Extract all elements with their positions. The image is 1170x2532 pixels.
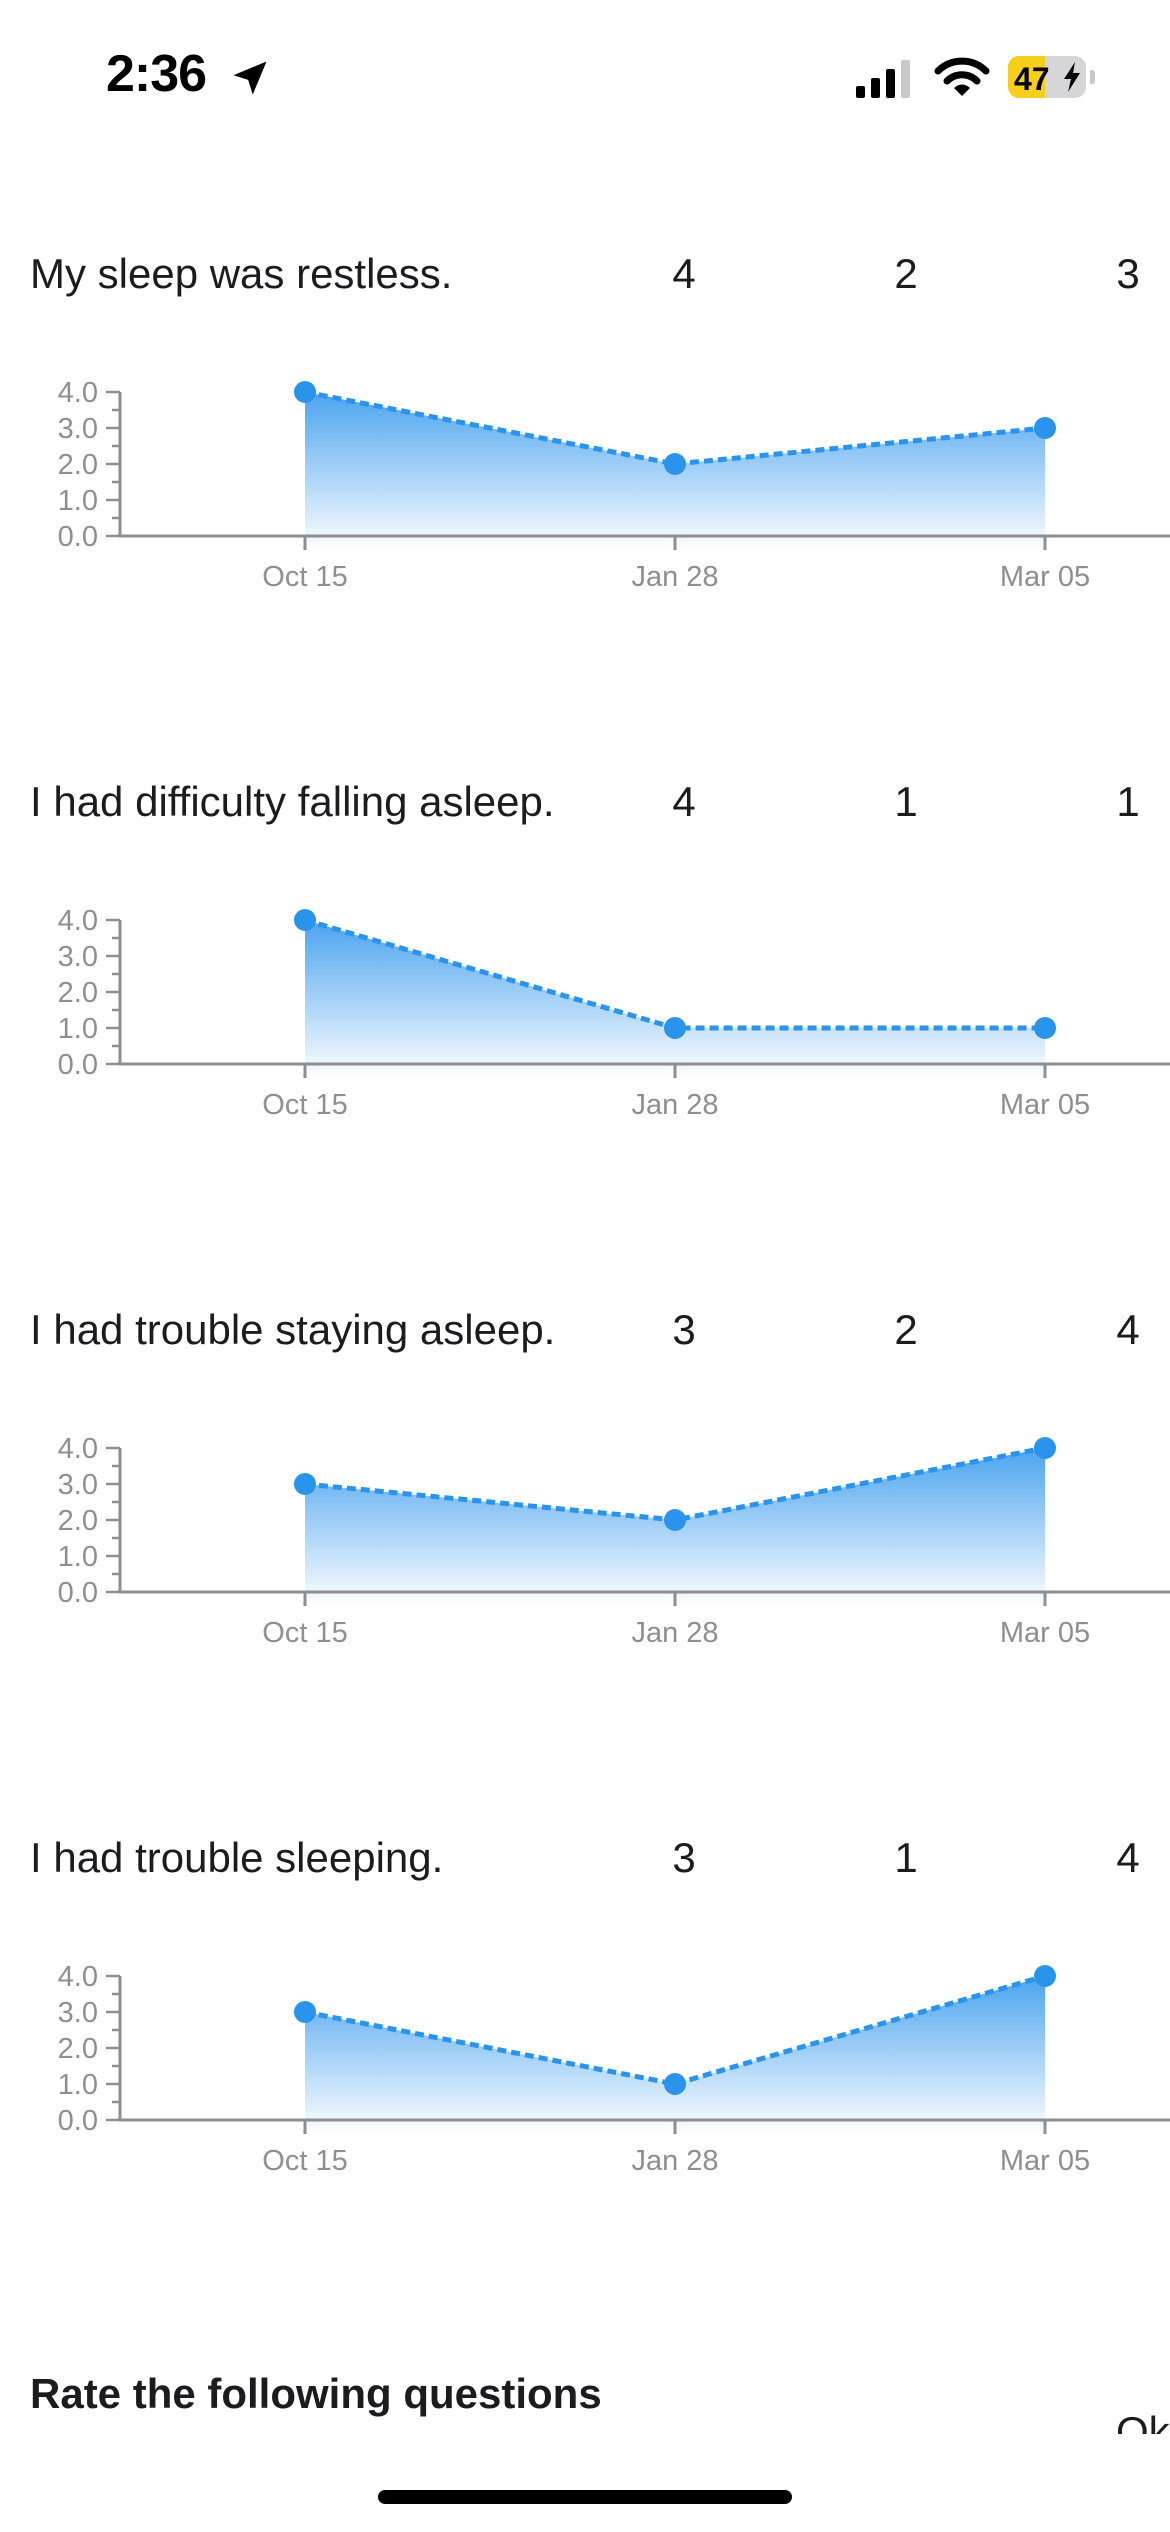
y-tick-label: 2.0	[58, 977, 98, 1009]
question-score: 2	[894, 1306, 918, 1353]
score-trend-chart: 0.0 1.0 2.0 3.0 4.0 Oct 15 Jan 28 Mar 05	[58, 1433, 1170, 1649]
question-score: 3	[672, 1306, 696, 1353]
series-line	[304, 1973, 1046, 2087]
x-tick-label: Jan 28	[631, 561, 718, 593]
question-text: I had difficulty falling asleep.	[30, 778, 555, 825]
y-tick-label: 4.0	[58, 905, 98, 937]
question-score: 4	[1116, 1834, 1140, 1881]
data-point[interactable]	[664, 1017, 686, 1039]
question-score: 2	[894, 250, 918, 297]
y-tick-label: 1.0	[58, 485, 98, 517]
y-tick-label: 3.0	[58, 413, 98, 445]
x-tick-label: Mar 05	[1000, 2145, 1090, 2177]
chart-area-fill	[305, 920, 1045, 1078]
question-score: 4	[1116, 1306, 1140, 1353]
y-tick-label: 1.0	[58, 1013, 98, 1045]
y-tick-label: 0.0	[58, 2105, 98, 2137]
y-tick-label: 2.0	[58, 449, 98, 481]
section-title: Rate the following questions	[30, 2370, 602, 2417]
data-point[interactable]	[1034, 1437, 1056, 1459]
data-point[interactable]	[294, 381, 316, 403]
data-point[interactable]	[664, 453, 686, 475]
wifi-icon	[934, 57, 990, 96]
y-tick-label: 2.0	[58, 1505, 98, 1537]
y-tick-label: 3.0	[58, 1469, 98, 1501]
question-row: My sleep was restless. 4 2 3 0.0 1.0 2.0 3.0 4.0…	[0, 250, 1170, 730]
chart-area-fill	[305, 1976, 1045, 2134]
question-text: I had trouble staying asleep.	[30, 1306, 556, 1353]
x-tick-label: Jan 28	[631, 1617, 718, 1649]
question-score: 4	[672, 778, 696, 825]
question-row: I had trouble staying asleep. 3 2 4 0.0 1.0 2.…	[0, 1306, 1170, 1786]
y-tick-label: 4.0	[58, 1961, 98, 1993]
y-tick-label: 3.0	[58, 941, 98, 973]
status-bar: 2:36 47	[0, 0, 1170, 150]
question-row: I had trouble sleeping. 3 1 4 0.0 1.0 2.0 3.0 4.…	[0, 1834, 1170, 2314]
home-indicator[interactable]	[378, 2490, 792, 2504]
y-tick-label: 1.0	[58, 2069, 98, 2101]
y-tick-label: 0.0	[58, 1577, 98, 1609]
y-tick-label: 4.0	[58, 1433, 98, 1465]
score-trend-chart: 0.0 1.0 2.0 3.0 4.0 Oct 15 Jan 28 Mar 05	[58, 377, 1170, 593]
question-score: 1	[894, 1834, 918, 1881]
location-arrow-icon	[233, 61, 267, 95]
y-tick-label: 0.0	[58, 1049, 98, 1081]
question-text: My sleep was restless.	[30, 250, 453, 297]
x-tick-label: Oct 15	[262, 561, 347, 593]
data-point[interactable]	[664, 2073, 686, 2095]
data-point[interactable]	[1034, 417, 1056, 439]
question-score: 3	[672, 1834, 696, 1881]
y-tick-label: 4.0	[58, 377, 98, 409]
y-tick-label: 3.0	[58, 1997, 98, 2029]
battery-percent: 47	[1014, 61, 1050, 97]
question-score: 1	[1116, 778, 1140, 825]
charging-bolt-icon	[1064, 62, 1080, 92]
x-tick-label: Jan 28	[631, 2145, 718, 2177]
status-time: 2:36	[106, 45, 207, 103]
data-point[interactable]	[664, 1509, 686, 1531]
section-aside-text: Ok	[1116, 2408, 1170, 2434]
score-trend-chart: 0.0 1.0 2.0 3.0 4.0 Oct 15 Jan 28 Mar 05	[58, 1961, 1170, 2177]
y-tick-label: 0.0	[58, 521, 98, 553]
data-point[interactable]	[1034, 1965, 1056, 1987]
x-tick-label: Mar 05	[1000, 1089, 1090, 1121]
data-point[interactable]	[294, 909, 316, 931]
question-text: I had trouble sleeping.	[30, 1834, 444, 1881]
x-tick-label: Mar 05	[1000, 561, 1090, 593]
series-line	[304, 389, 1046, 467]
question-score: 1	[894, 778, 918, 825]
question-row: I had difficulty falling asleep. 4 1 1 0.0 1.…	[0, 778, 1170, 1258]
x-tick-label: Mar 05	[1000, 1617, 1090, 1649]
x-tick-label: Oct 15	[262, 1089, 347, 1121]
data-point[interactable]	[294, 1473, 316, 1495]
cellular-signal-icon	[856, 60, 910, 98]
x-tick-label: Oct 15	[262, 2145, 347, 2177]
data-point[interactable]	[1034, 1017, 1056, 1039]
battery-icon: 47	[1008, 56, 1095, 98]
y-tick-label: 2.0	[58, 2033, 98, 2065]
question-score: 4	[672, 250, 696, 297]
score-trend-chart: 0.0 1.0 2.0 3.0 4.0 Oct 15 Jan 28 Mar 05	[58, 905, 1170, 1121]
battery-level	[1008, 56, 1045, 98]
x-tick-label: Oct 15	[262, 1617, 347, 1649]
y-tick-label: 1.0	[58, 1541, 98, 1573]
data-point[interactable]	[294, 2001, 316, 2023]
question-score: 3	[1116, 250, 1140, 297]
x-tick-label: Jan 28	[631, 1089, 718, 1121]
